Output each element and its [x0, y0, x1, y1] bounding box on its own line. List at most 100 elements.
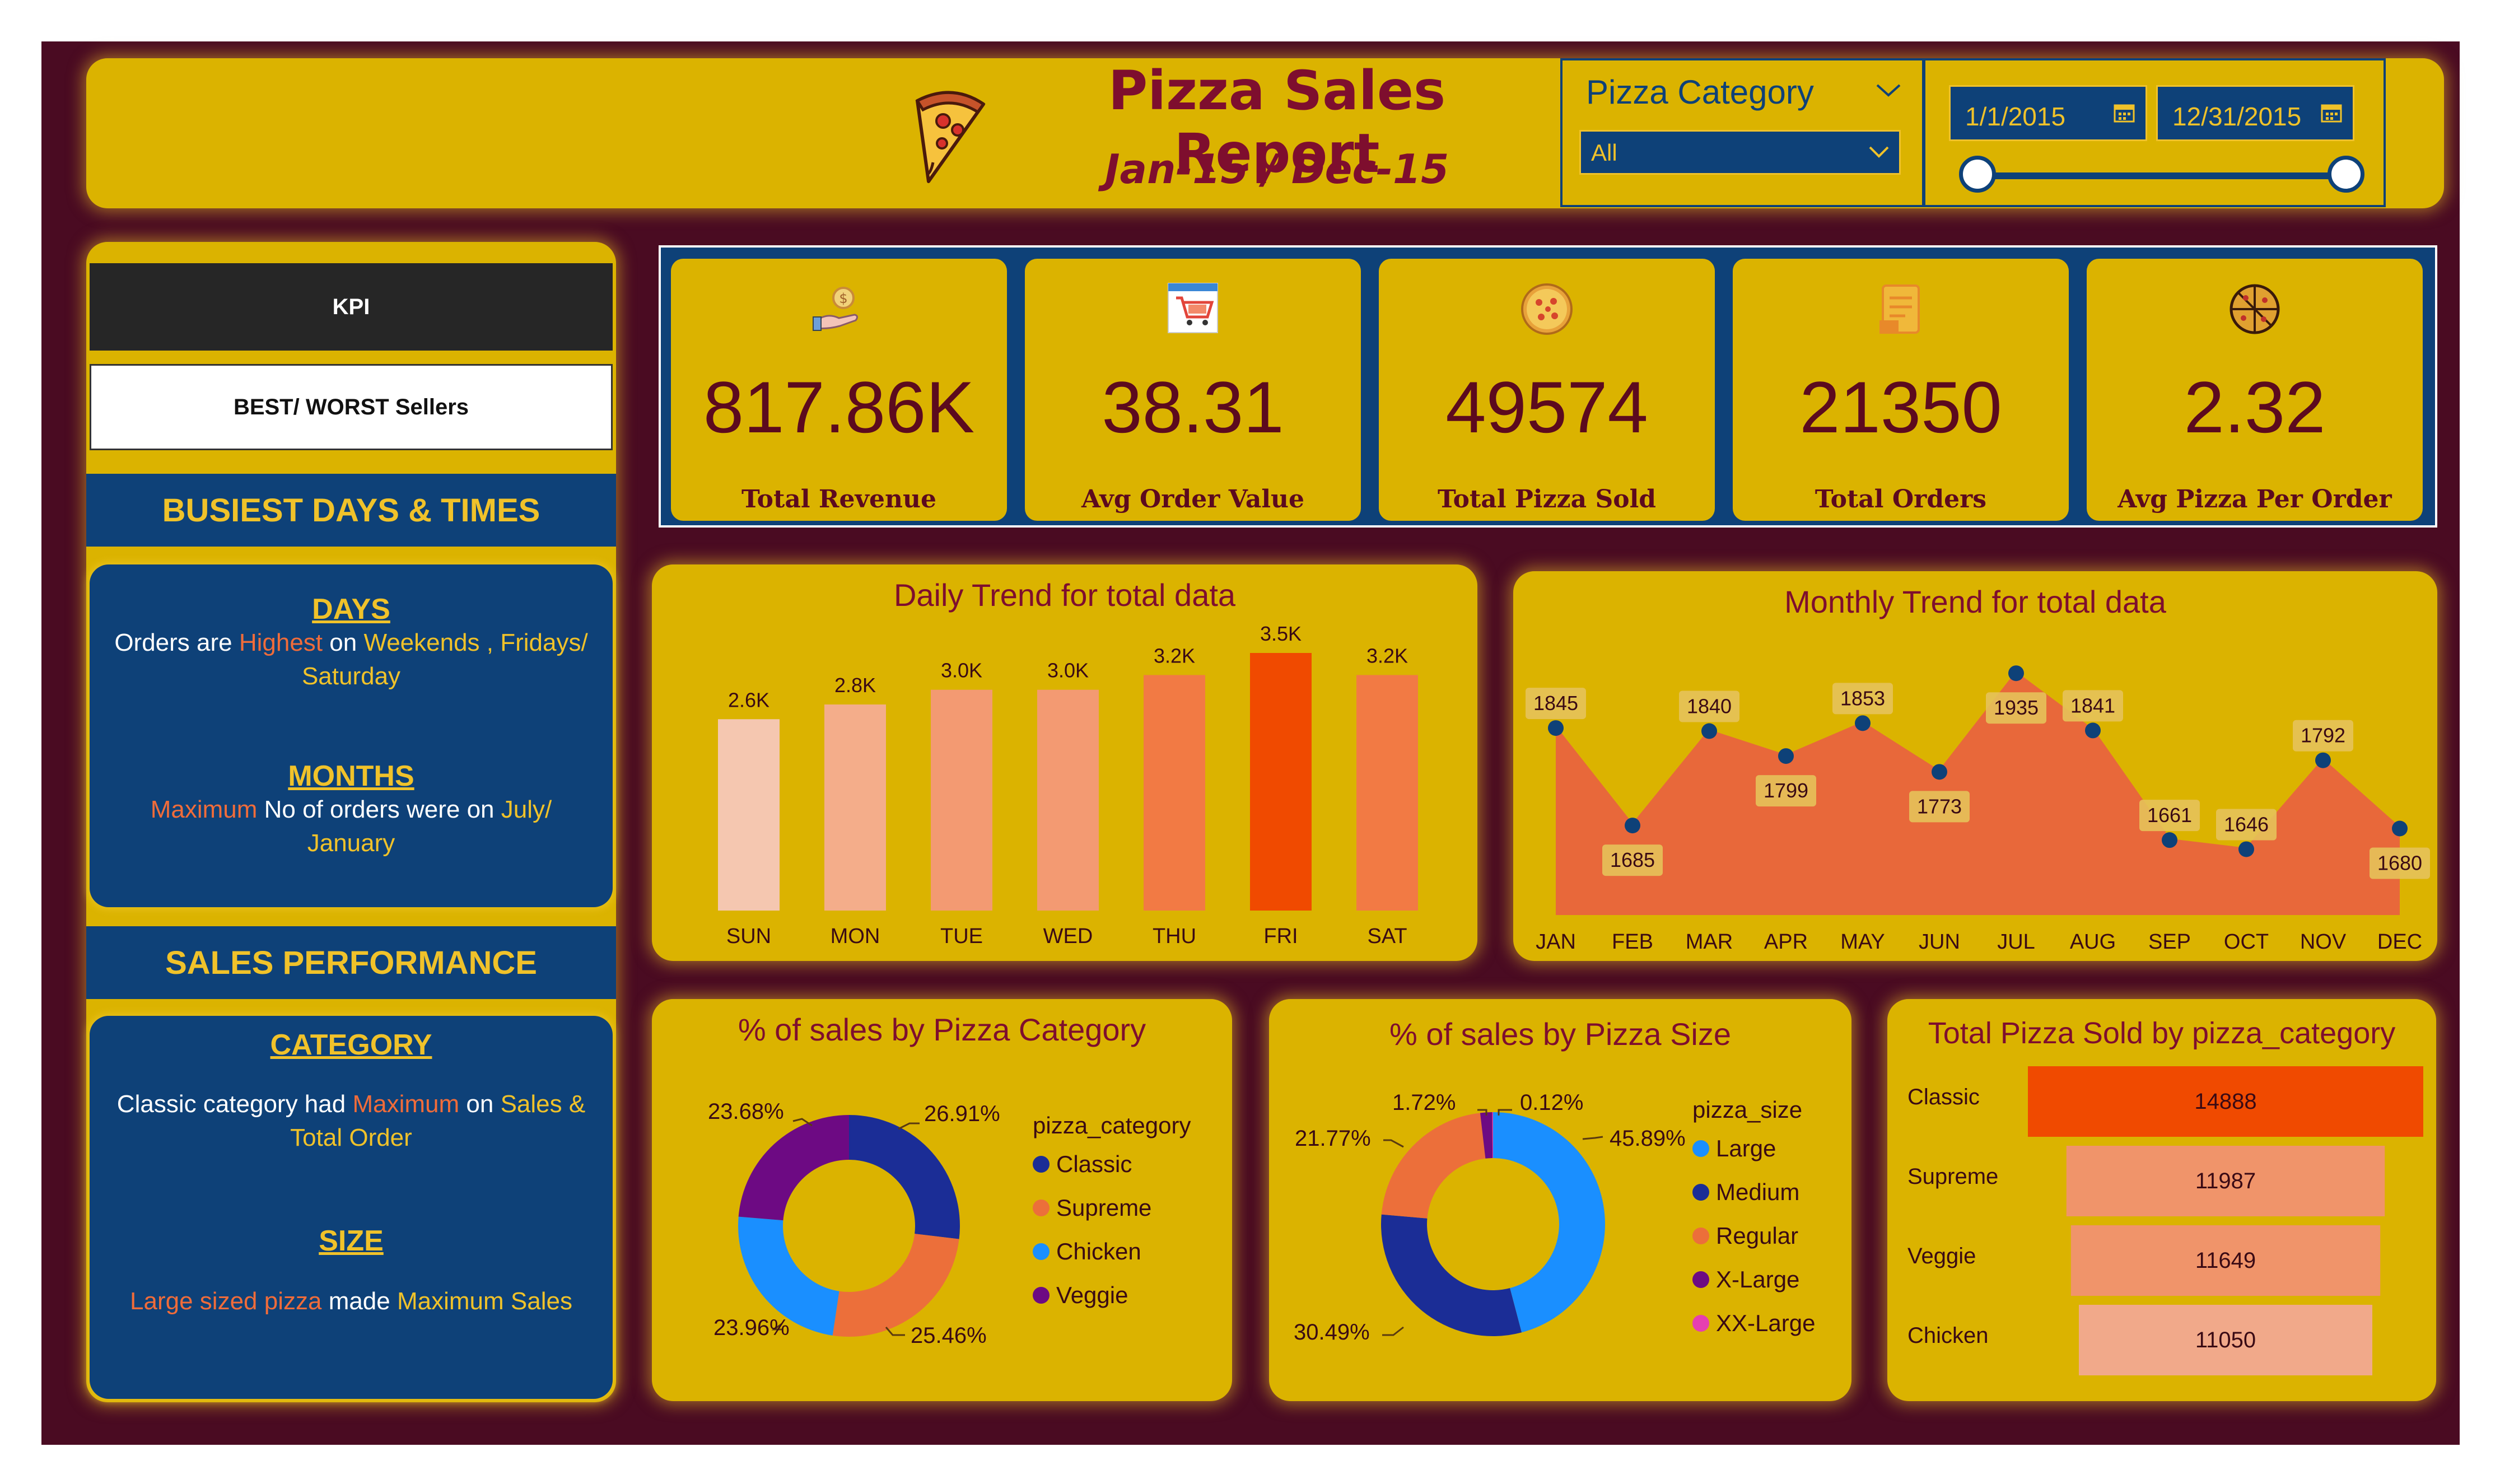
- x-tick-label: WED: [1043, 925, 1093, 948]
- months-text-2: No of orders were on: [264, 796, 495, 823]
- legend-item[interactable]: Supreme: [1033, 1186, 1191, 1230]
- months-text-1: Maximum: [150, 796, 258, 823]
- category-text-3: on: [466, 1090, 494, 1118]
- date-slider-track[interactable]: [1977, 172, 2343, 179]
- chevron-down-icon[interactable]: [1875, 82, 1902, 99]
- size-text-2: made: [328, 1287, 390, 1315]
- x-tick-label: MAR: [1686, 930, 1733, 954]
- category-legend: pizza_category Classic Supreme Chicken Vegg…: [1033, 1109, 1191, 1317]
- legend-item[interactable]: Chicken: [1033, 1230, 1191, 1273]
- data-label: 1841: [2070, 694, 2115, 717]
- months-title: MONTHS: [288, 760, 414, 792]
- data-point: [2162, 832, 2177, 848]
- data-point: [1548, 720, 1564, 736]
- bar: [931, 689, 992, 911]
- data-label: 1853: [1840, 687, 1885, 710]
- monthly-trend-card: Monthly Trend for total data 1845 JAN 1685…: [1513, 571, 2437, 961]
- funnel-category-label: Chicken: [1907, 1323, 1989, 1348]
- daily-trend-card: Daily Trend for total data 2.6K SUN 2.8K MO…: [652, 564, 1477, 961]
- donut-slice: [1493, 1112, 1605, 1333]
- category-slicer-label: Pizza Category: [1586, 73, 1814, 111]
- bar-data-label: 3.2K: [1154, 644, 1195, 667]
- funnel-category-label: Classic: [1907, 1085, 1980, 1109]
- days-title: DAYS: [312, 593, 390, 626]
- size-title: SIZE: [319, 1225, 384, 1257]
- category-funnel-card: Total Pizza Sold by pizza_category 14888…: [1887, 999, 2436, 1401]
- bar: [718, 719, 780, 911]
- legend-swatch: [1692, 1271, 1709, 1288]
- days-text-2: Highest: [239, 629, 323, 656]
- size-legend: pizza_size Large Medium Regular X-Large XX-L…: [1692, 1093, 1815, 1345]
- bar-data-label: 3.0K: [941, 659, 982, 682]
- calendar-icon[interactable]: [2113, 101, 2135, 124]
- legend-item[interactable]: Medium: [1692, 1170, 1815, 1214]
- start-date-input[interactable]: 1/1/2015: [1949, 85, 2147, 141]
- best-worst-sellers-nav-button[interactable]: BEST/ WORST Sellers: [90, 364, 613, 450]
- kpi-nav-button[interactable]: KPI: [90, 263, 613, 351]
- donut-slice: [1381, 1113, 1486, 1219]
- legend-label: Classic: [1056, 1151, 1132, 1177]
- data-label: 23.68%: [708, 1099, 784, 1124]
- category-insight-text: Classic category had Maximum on Sales & …: [106, 1088, 596, 1155]
- legend-label: Large: [1716, 1135, 1776, 1161]
- data-label: 1661: [2147, 804, 2192, 827]
- legend-label: Supreme: [1056, 1194, 1152, 1221]
- category-funnel-title: Total Pizza Sold by pizza_category: [1928, 1016, 2396, 1050]
- funnel-value-label: 14888: [2194, 1089, 2256, 1114]
- legend-item[interactable]: XX-Large: [1692, 1301, 1815, 1345]
- kpi-avg-pizza-per-order: 2.32 Avg Pizza Per Order: [2087, 259, 2423, 521]
- donut-slice: [1492, 1112, 1493, 1159]
- date-range-slicer: 1/1/2015 12/31/2015: [1922, 58, 2386, 207]
- calendar-icon[interactable]: [2320, 101, 2343, 124]
- daily-trend-title: Daily Trend for total data: [893, 577, 1236, 613]
- donut-slice: [849, 1115, 960, 1239]
- category-dropdown[interactable]: All: [1579, 130, 1901, 175]
- data-label: 1792: [2301, 724, 2345, 747]
- kpi-total-revenue: $ 817.86K Total Revenue: [671, 259, 1007, 521]
- legend-item[interactable]: Large: [1692, 1127, 1815, 1170]
- x-tick-label: FEB: [1612, 930, 1653, 954]
- legend-swatch: [1692, 1315, 1709, 1332]
- bar: [1356, 675, 1418, 911]
- data-point: [1701, 723, 1717, 739]
- legend-item[interactable]: Regular: [1692, 1214, 1815, 1258]
- kpi-total-pizza-sold: 49574 Total Pizza Sold: [1379, 259, 1715, 521]
- data-point: [2085, 722, 2101, 739]
- x-tick-label: SEP: [2148, 930, 2191, 954]
- legend-item[interactable]: Classic: [1033, 1142, 1191, 1186]
- end-date-value: 12/31/2015: [2172, 102, 2302, 131]
- kpi-total-orders: 21350 Total Orders: [1733, 259, 2069, 521]
- data-label: 25.46%: [911, 1323, 987, 1348]
- busiest-insights-panel: DAYS Orders are Highest on Weekends , Fr…: [90, 564, 613, 907]
- x-tick-label: DEC: [2377, 930, 2422, 954]
- pizza-slice-icon: [915, 91, 986, 183]
- funnel-bar: [2066, 1146, 2385, 1216]
- sales-performance-heading-text: SALES PERFORMANCE: [165, 944, 537, 981]
- end-date-input[interactable]: 12/31/2015: [2156, 85, 2354, 141]
- data-label: 1773: [1917, 795, 1962, 818]
- best-worst-sellers-label: BEST/ WORST Sellers: [233, 394, 469, 419]
- legend-swatch: [1692, 1140, 1709, 1157]
- x-tick-label: THU: [1153, 925, 1196, 948]
- data-point: [2238, 841, 2254, 857]
- legend-item[interactable]: X-Large: [1692, 1258, 1815, 1301]
- x-tick-label: MON: [831, 925, 880, 948]
- data-label-box: [1756, 775, 1816, 807]
- months-text-3: July/ January: [307, 796, 552, 857]
- data-label: 0.12%: [1520, 1090, 1583, 1115]
- data-label: 1685: [1610, 848, 1655, 871]
- data-label-box: [1526, 688, 1586, 720]
- x-tick-label: FRI: [1263, 925, 1298, 948]
- kpi-value: 38.31: [1102, 366, 1284, 448]
- pizza-slices-icon: [2230, 284, 2280, 334]
- data-label: 26.91%: [924, 1102, 1000, 1126]
- date-slider-start-handle[interactable]: [1959, 156, 1996, 193]
- funnel-category-label: Supreme: [1907, 1164, 1998, 1189]
- data-point: [1855, 715, 1871, 731]
- legend-swatch: [1033, 1156, 1050, 1173]
- date-slider-end-handle[interactable]: [2328, 156, 2364, 193]
- days-text-3: on: [329, 629, 357, 656]
- size-donut-title: % of sales by Pizza Size: [1389, 1016, 1732, 1052]
- bar-data-label: 2.8K: [834, 674, 876, 697]
- legend-item[interactable]: Veggie: [1033, 1273, 1191, 1317]
